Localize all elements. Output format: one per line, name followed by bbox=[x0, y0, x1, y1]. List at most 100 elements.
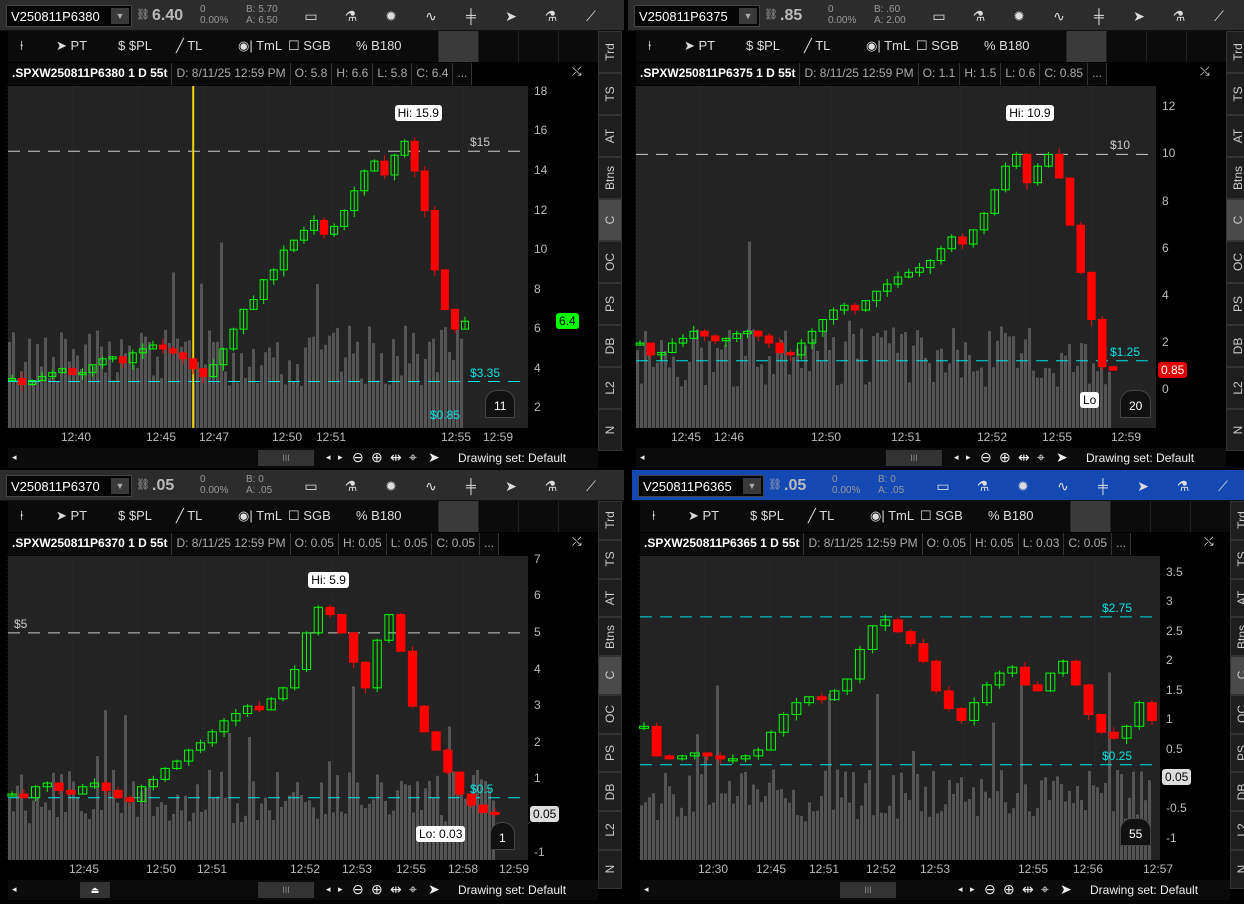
study-icon[interactable]: ▭ bbox=[932, 8, 946, 24]
tab-btns[interactable]: Btns bbox=[1230, 617, 1244, 656]
symbol-input[interactable]: V250811P6375 ▼ bbox=[634, 5, 760, 27]
tab-btns[interactable]: Btns bbox=[598, 617, 622, 656]
all-button[interactable] bbox=[1146, 31, 1186, 62]
flask-icon[interactable]: ⚗ bbox=[344, 478, 358, 494]
drawing-set-label[interactable]: Drawing set: Default bbox=[1090, 883, 1199, 897]
symbol-dropdown-button[interactable]: ▼ bbox=[111, 8, 129, 24]
style-toggle-icon[interactable]: ⤯ bbox=[572, 534, 582, 548]
tab-ts[interactable]: TS bbox=[598, 73, 622, 116]
price-chart[interactable] bbox=[632, 556, 1230, 860]
settings-gear-button[interactable] bbox=[558, 501, 598, 532]
crosshair-icon[interactable]: ⌖ bbox=[1041, 881, 1049, 897]
drawing-set-label[interactable]: Drawing set: Default bbox=[458, 883, 567, 897]
study-icon[interactable]: ▭ bbox=[304, 8, 318, 24]
study-icon[interactable]: ▭ bbox=[304, 478, 318, 494]
link-icon[interactable]: ⛓ bbox=[764, 9, 778, 21]
tab-ts[interactable]: TS bbox=[1226, 73, 1244, 116]
menu-icon[interactable]: ☰ bbox=[616, 476, 624, 496]
style-toggle-icon[interactable]: ⤯ bbox=[1204, 534, 1214, 548]
all-button[interactable] bbox=[518, 31, 558, 62]
flask-icon[interactable]: ⚗ bbox=[1172, 8, 1186, 24]
candle-icon[interactable]: ╪ bbox=[466, 478, 476, 494]
scrollbar-thumb[interactable]: III bbox=[258, 450, 314, 466]
crosshair-icon[interactable]: ⌖ bbox=[409, 449, 417, 465]
fit-icon[interactable]: ⇹ bbox=[1022, 881, 1034, 897]
toolbar-pt-button[interactable]: ➤ PT bbox=[56, 38, 87, 54]
toolbar-tml-button[interactable]: ◉| TmL bbox=[238, 38, 282, 54]
scroll-left-icon[interactable]: ◂ bbox=[644, 884, 649, 894]
flask-icon[interactable]: ⚗ bbox=[1176, 478, 1190, 494]
toolbar-b180-button[interactable]: % B180 bbox=[356, 508, 402, 523]
tab-l2[interactable]: L2 bbox=[598, 811, 622, 850]
cursor-icon[interactable]: ➤ bbox=[1133, 8, 1145, 24]
tab-trd[interactable]: Trd bbox=[1226, 31, 1244, 74]
tab-trd[interactable]: Trd bbox=[598, 501, 622, 540]
toolbar-sgb-button[interactable]: ☐ SGB bbox=[916, 38, 959, 54]
cursor-icon[interactable]: ➤ bbox=[1137, 478, 1149, 494]
single-layout-button[interactable] bbox=[1066, 31, 1106, 62]
scroll-left-arrow[interactable]: ◂ bbox=[326, 884, 331, 894]
scrollbar-thumb[interactable]: III bbox=[258, 882, 314, 898]
toolbar-sgb-button[interactable]: ☐ SGB bbox=[288, 38, 331, 54]
tab-trd[interactable]: Trd bbox=[598, 31, 622, 74]
flask-icon[interactable]: ⚗ bbox=[544, 8, 558, 24]
tab-btns[interactable]: Btns bbox=[598, 157, 622, 200]
symbol-input[interactable]: V250811P6380 ▼ bbox=[6, 5, 132, 27]
all-button[interactable] bbox=[1150, 501, 1190, 532]
single-layout-button[interactable] bbox=[438, 31, 478, 62]
toolbar-pl-pl-button[interactable]: $ $PL bbox=[746, 38, 780, 53]
tab-btns[interactable]: Btns bbox=[1226, 157, 1244, 200]
settings-gear-button[interactable] bbox=[558, 31, 598, 62]
collapse-button[interactable]: ⏏ bbox=[80, 882, 110, 898]
zoom-out-icon[interactable]: ⊖ bbox=[352, 881, 364, 897]
tab-oc[interactable]: OC bbox=[1230, 694, 1244, 734]
candle-icon[interactable]: ╪ bbox=[1098, 478, 1108, 494]
tab-n[interactable]: N bbox=[1230, 849, 1244, 889]
scroll-left-arrow[interactable]: ◂ bbox=[954, 452, 959, 462]
toolbar-tml-button[interactable]: ◉| TmL bbox=[870, 508, 914, 524]
study-icon[interactable]: ▭ bbox=[936, 478, 950, 494]
toolbar-pl-pl-button[interactable]: $ $PL bbox=[750, 508, 784, 523]
tab-l2[interactable]: L2 bbox=[1230, 811, 1244, 850]
flask-icon[interactable]: ⚗ bbox=[344, 8, 358, 24]
pulse-icon[interactable]: ∿ bbox=[1053, 8, 1065, 24]
toolbar-pt-button[interactable]: ➤ PT bbox=[56, 508, 87, 524]
toolbar-pl-pl-button[interactable]: $ $PL bbox=[118, 38, 152, 53]
scroll-left-icon[interactable]: ◂ bbox=[640, 452, 645, 462]
scroll-right-arrow[interactable]: ▸ bbox=[338, 884, 343, 894]
grid-layout-button[interactable] bbox=[1110, 501, 1150, 532]
toolbar-tml-button[interactable]: ◉| TmL bbox=[866, 38, 910, 54]
symbol-dropdown-button[interactable]: ▼ bbox=[111, 478, 129, 494]
scroll-left-arrow[interactable]: ◂ bbox=[958, 884, 963, 894]
fit-icon[interactable]: ⇹ bbox=[390, 881, 402, 897]
cursor-icon[interactable]: ➤ bbox=[505, 478, 517, 494]
flask-icon[interactable]: ⚗ bbox=[544, 478, 558, 494]
zoom-in-icon[interactable]: ⊕ bbox=[1003, 881, 1015, 897]
pin-icon[interactable]: ⍿ bbox=[20, 508, 24, 523]
toolbar-pt-button[interactable]: ➤ PT bbox=[684, 38, 715, 54]
toolbar-pt-button[interactable]: ➤ PT bbox=[688, 508, 719, 524]
tab-l2[interactable]: L2 bbox=[1226, 367, 1244, 410]
toolbar-tml-button[interactable]: ◉| TmL bbox=[238, 508, 282, 524]
cursor-icon[interactable]: ➤ bbox=[428, 881, 440, 897]
drawing-icon[interactable]: ⟋ bbox=[586, 478, 596, 494]
tab-ps[interactable]: PS bbox=[1230, 733, 1244, 773]
pulse-icon[interactable]: ∿ bbox=[1057, 478, 1069, 494]
toolbar-tl-button[interactable]: ╱ TL bbox=[176, 38, 202, 54]
gear-icon[interactable]: ✹ bbox=[1017, 478, 1029, 494]
toolbar-tl-button[interactable]: ╱ TL bbox=[176, 508, 202, 524]
pin-icon[interactable]: ⍿ bbox=[652, 508, 656, 523]
menu-icon[interactable]: ☰ bbox=[616, 6, 624, 26]
tab-n[interactable]: N bbox=[598, 409, 622, 452]
zoom-in-icon[interactable]: ⊕ bbox=[371, 449, 383, 465]
candle-icon[interactable]: ╪ bbox=[466, 8, 476, 24]
tab-ts[interactable]: TS bbox=[598, 539, 622, 579]
pulse-icon[interactable]: ∿ bbox=[425, 8, 437, 24]
scroll-right-arrow[interactable]: ▸ bbox=[970, 884, 975, 894]
scrollbar-thumb[interactable]: III bbox=[886, 450, 942, 466]
tab-n[interactable]: N bbox=[598, 849, 622, 889]
fit-icon[interactable]: ⇹ bbox=[1018, 449, 1030, 465]
toolbar-pl-pl-button[interactable]: $ $PL bbox=[118, 508, 152, 523]
scrollbar-thumb[interactable]: III bbox=[840, 882, 896, 898]
fit-icon[interactable]: ⇹ bbox=[390, 449, 402, 465]
